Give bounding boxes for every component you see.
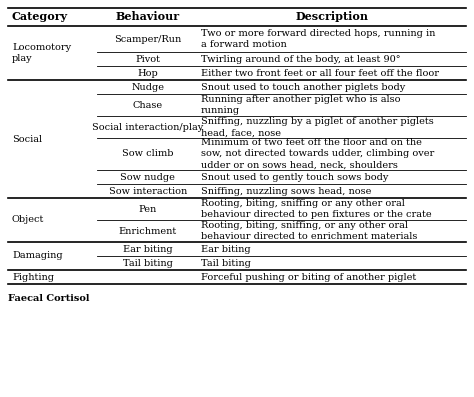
Text: Category: Category [12,12,68,23]
Text: Running after another piglet who is also
running: Running after another piglet who is also… [201,95,401,115]
Text: Sow climb: Sow climb [122,150,173,158]
Text: Hop: Hop [137,69,158,77]
Text: Snout used to gently touch sows body: Snout used to gently touch sows body [201,173,389,181]
Text: Either two front feet or all four feet off the floor: Either two front feet or all four feet o… [201,69,439,77]
Text: Rooting, biting, sniffing, or any other oral
behaviour directed to enrichment ma: Rooting, biting, sniffing, or any other … [201,221,418,241]
Text: Rooting, biting, sniffing or any other oral
behaviour directed to pen fixtures o: Rooting, biting, sniffing or any other o… [201,199,432,219]
Text: Forceful pushing or biting of another piglet: Forceful pushing or biting of another pi… [201,272,416,281]
Text: Tail biting: Tail biting [123,258,173,268]
Text: Two or more forward directed hops, running in
a forward motion: Two or more forward directed hops, runni… [201,29,436,49]
Text: Nudge: Nudge [131,83,164,91]
Text: Ear biting: Ear biting [123,245,173,254]
Text: Behaviour: Behaviour [116,12,180,23]
Text: Chase: Chase [133,100,163,110]
Text: Fighting: Fighting [12,272,54,281]
Text: Social: Social [12,135,42,143]
Text: Social interaction/play: Social interaction/play [92,123,203,131]
Text: Pivot: Pivot [135,54,160,64]
Text: Scamper/Run: Scamper/Run [114,35,182,44]
Text: Sow nudge: Sow nudge [120,173,175,181]
Text: Object: Object [12,216,45,224]
Text: Locomotory
play: Locomotory play [12,42,71,64]
Text: Faecal Cortisol: Faecal Cortisol [8,294,90,303]
Text: Description: Description [295,12,368,23]
Text: Enrichment: Enrichment [118,227,177,235]
Text: Twirling around of the body, at least 90°: Twirling around of the body, at least 90… [201,54,401,64]
Text: Ear biting: Ear biting [201,245,251,254]
Text: Sniffing, nuzzling sows head, nose: Sniffing, nuzzling sows head, nose [201,187,372,195]
Text: Snout used to touch another piglets body: Snout used to touch another piglets body [201,83,405,91]
Text: Minimum of two feet off the floor and on the
sow, not directed towards udder, cl: Minimum of two feet off the floor and on… [201,138,434,170]
Text: Damaging: Damaging [12,252,63,260]
Text: Pen: Pen [138,204,157,214]
Text: Sniffing, nuzzling by a piglet of another piglets
head, face, nose: Sniffing, nuzzling by a piglet of anothe… [201,117,434,137]
Text: Sow interaction: Sow interaction [109,187,187,195]
Text: Tail biting: Tail biting [201,258,251,268]
